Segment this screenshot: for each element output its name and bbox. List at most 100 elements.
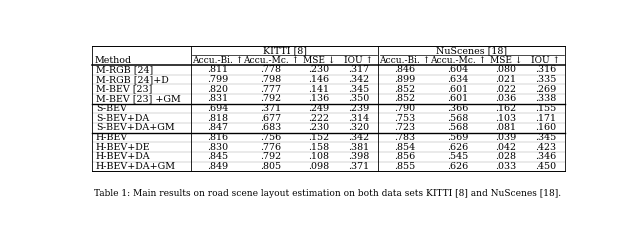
Text: .108: .108 — [308, 152, 330, 161]
Text: .856: .856 — [394, 152, 415, 161]
Text: .160: .160 — [535, 123, 556, 132]
Text: M-BEV [23]: M-BEV [23] — [96, 85, 152, 94]
Text: .790: .790 — [394, 104, 415, 113]
Text: MSE ↓: MSE ↓ — [303, 56, 335, 65]
Text: .626: .626 — [447, 162, 468, 171]
Text: .601: .601 — [447, 85, 468, 94]
Text: M-BEV [23] +GM: M-BEV [23] +GM — [96, 94, 180, 103]
Text: .811: .811 — [207, 65, 228, 74]
Text: .136: .136 — [308, 94, 330, 103]
Text: .021: .021 — [495, 75, 516, 84]
Text: .816: .816 — [207, 133, 228, 142]
Text: .155: .155 — [535, 104, 556, 113]
Text: .239: .239 — [348, 104, 369, 113]
Text: .756: .756 — [260, 133, 282, 142]
Text: .230: .230 — [308, 65, 330, 74]
Text: .042: .042 — [495, 143, 516, 152]
Text: .346: .346 — [535, 152, 556, 161]
Text: .899: .899 — [394, 75, 415, 84]
Text: .792: .792 — [260, 94, 282, 103]
Text: .601: .601 — [447, 94, 468, 103]
Text: .036: .036 — [495, 94, 516, 103]
Text: .778: .778 — [260, 65, 282, 74]
Text: .604: .604 — [447, 65, 468, 74]
Text: KITTI [8]: KITTI [8] — [262, 46, 307, 55]
Text: .798: .798 — [260, 75, 282, 84]
Text: MSE ↓: MSE ↓ — [490, 56, 522, 65]
Text: .371: .371 — [348, 162, 369, 171]
Text: .028: .028 — [495, 152, 516, 161]
Text: .345: .345 — [535, 133, 556, 142]
Text: .342: .342 — [348, 133, 369, 142]
Text: .316: .316 — [535, 65, 556, 74]
Text: .753: .753 — [394, 114, 415, 123]
Text: .846: .846 — [394, 65, 415, 74]
Text: .783: .783 — [394, 133, 415, 142]
Text: .022: .022 — [495, 85, 516, 94]
Text: IOU ↑: IOU ↑ — [344, 56, 373, 65]
Text: .820: .820 — [207, 85, 228, 94]
Text: .776: .776 — [260, 143, 282, 152]
Text: .545: .545 — [447, 152, 468, 161]
Text: .568: .568 — [447, 123, 468, 132]
Text: .230: .230 — [308, 123, 330, 132]
Text: .398: .398 — [348, 152, 369, 161]
Text: .677: .677 — [260, 114, 282, 123]
Text: .350: .350 — [348, 94, 369, 103]
Text: .080: .080 — [495, 65, 516, 74]
Text: S-BEV+DA+GM: S-BEV+DA+GM — [96, 123, 175, 132]
Text: .081: .081 — [495, 123, 516, 132]
Text: .146: .146 — [308, 75, 330, 84]
Text: .162: .162 — [495, 104, 516, 113]
Text: .450: .450 — [535, 162, 556, 171]
Text: .847: .847 — [207, 123, 228, 132]
Text: .314: .314 — [348, 114, 369, 123]
Text: NuScenes [18]: NuScenes [18] — [436, 46, 507, 55]
Text: .039: .039 — [495, 133, 516, 142]
Text: .626: .626 — [447, 143, 468, 152]
Text: H-BEV: H-BEV — [96, 133, 128, 142]
Text: .371: .371 — [260, 104, 282, 113]
Text: H-BEV+DA+GM: H-BEV+DA+GM — [96, 162, 176, 171]
Text: Accu.-Bi. ↑: Accu.-Bi. ↑ — [191, 56, 243, 65]
Text: .805: .805 — [260, 162, 282, 171]
Text: M-RGB [24]: M-RGB [24] — [96, 65, 153, 74]
Text: .366: .366 — [447, 104, 469, 113]
Text: .723: .723 — [394, 123, 415, 132]
Text: .335: .335 — [535, 75, 556, 84]
Text: .269: .269 — [535, 85, 556, 94]
Text: .171: .171 — [535, 114, 556, 123]
Text: Table 1: Main results on road scene layout estimation on both data sets KITTI [8: Table 1: Main results on road scene layo… — [95, 189, 561, 198]
Text: .683: .683 — [260, 123, 282, 132]
Text: .568: .568 — [447, 114, 468, 123]
Text: .845: .845 — [207, 152, 228, 161]
Text: Method: Method — [95, 56, 132, 65]
Text: IOU ↑: IOU ↑ — [531, 56, 560, 65]
Text: .423: .423 — [535, 143, 556, 152]
Text: .799: .799 — [207, 75, 228, 84]
Text: .342: .342 — [348, 75, 369, 84]
Text: S-BEV+DA: S-BEV+DA — [96, 114, 149, 123]
Text: .569: .569 — [447, 133, 469, 142]
Text: .694: .694 — [207, 104, 228, 113]
Text: .818: .818 — [207, 114, 228, 123]
Text: .152: .152 — [308, 133, 330, 142]
Text: H-BEV+DE: H-BEV+DE — [96, 143, 150, 152]
Text: .320: .320 — [348, 123, 369, 132]
Text: S-BEV: S-BEV — [96, 104, 127, 113]
Text: .854: .854 — [394, 143, 415, 152]
Text: .249: .249 — [308, 104, 330, 113]
Text: .830: .830 — [207, 143, 228, 152]
Text: .831: .831 — [207, 94, 228, 103]
Text: .098: .098 — [308, 162, 330, 171]
Text: .317: .317 — [348, 65, 369, 74]
Text: H-BEV+DA: H-BEV+DA — [96, 152, 150, 161]
Text: .222: .222 — [308, 114, 330, 123]
Text: .852: .852 — [394, 94, 415, 103]
Text: .033: .033 — [495, 162, 516, 171]
Text: .852: .852 — [394, 85, 415, 94]
Text: .849: .849 — [207, 162, 228, 171]
Text: .777: .777 — [260, 85, 282, 94]
Text: .141: .141 — [308, 85, 330, 94]
Text: .345: .345 — [348, 85, 369, 94]
